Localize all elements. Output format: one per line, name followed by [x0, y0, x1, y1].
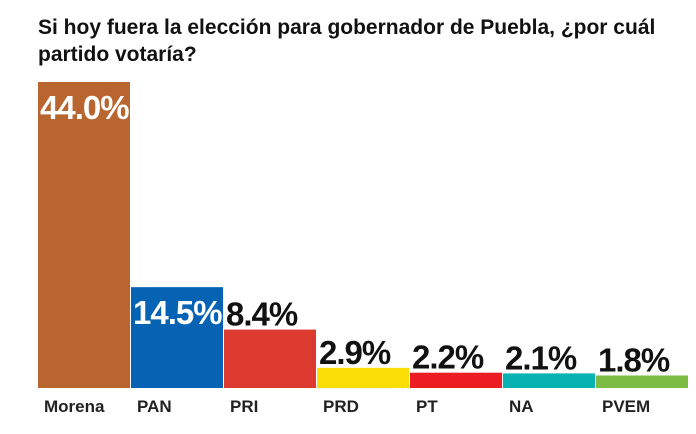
data-label: 1.8%	[598, 341, 670, 378]
category-label: PT	[416, 397, 438, 416]
category-label: PVEM	[602, 397, 650, 416]
category-label: NA	[509, 397, 534, 416]
data-label: 2.9%	[319, 334, 391, 371]
bar-pri	[224, 329, 316, 388]
bar-pt	[410, 372, 502, 388]
category-label: PRD	[323, 397, 359, 416]
category-label: PRI	[230, 397, 258, 416]
data-label: 14.5%	[133, 294, 222, 331]
data-label: 44.0%	[40, 89, 129, 126]
data-label: 2.1%	[505, 339, 577, 376]
chart-title: Si hoy fuera la elección para gobernador…	[38, 16, 656, 66]
bar-pan	[131, 287, 223, 388]
bar-pvem	[596, 375, 688, 388]
bar-morena	[38, 82, 130, 388]
category-label: PAN	[137, 397, 172, 416]
bar-na	[503, 373, 595, 388]
bar-prd	[317, 367, 409, 388]
category-label: Morena	[44, 397, 105, 416]
data-label: 2.2%	[412, 339, 484, 376]
data-label: 8.4%	[226, 296, 298, 333]
